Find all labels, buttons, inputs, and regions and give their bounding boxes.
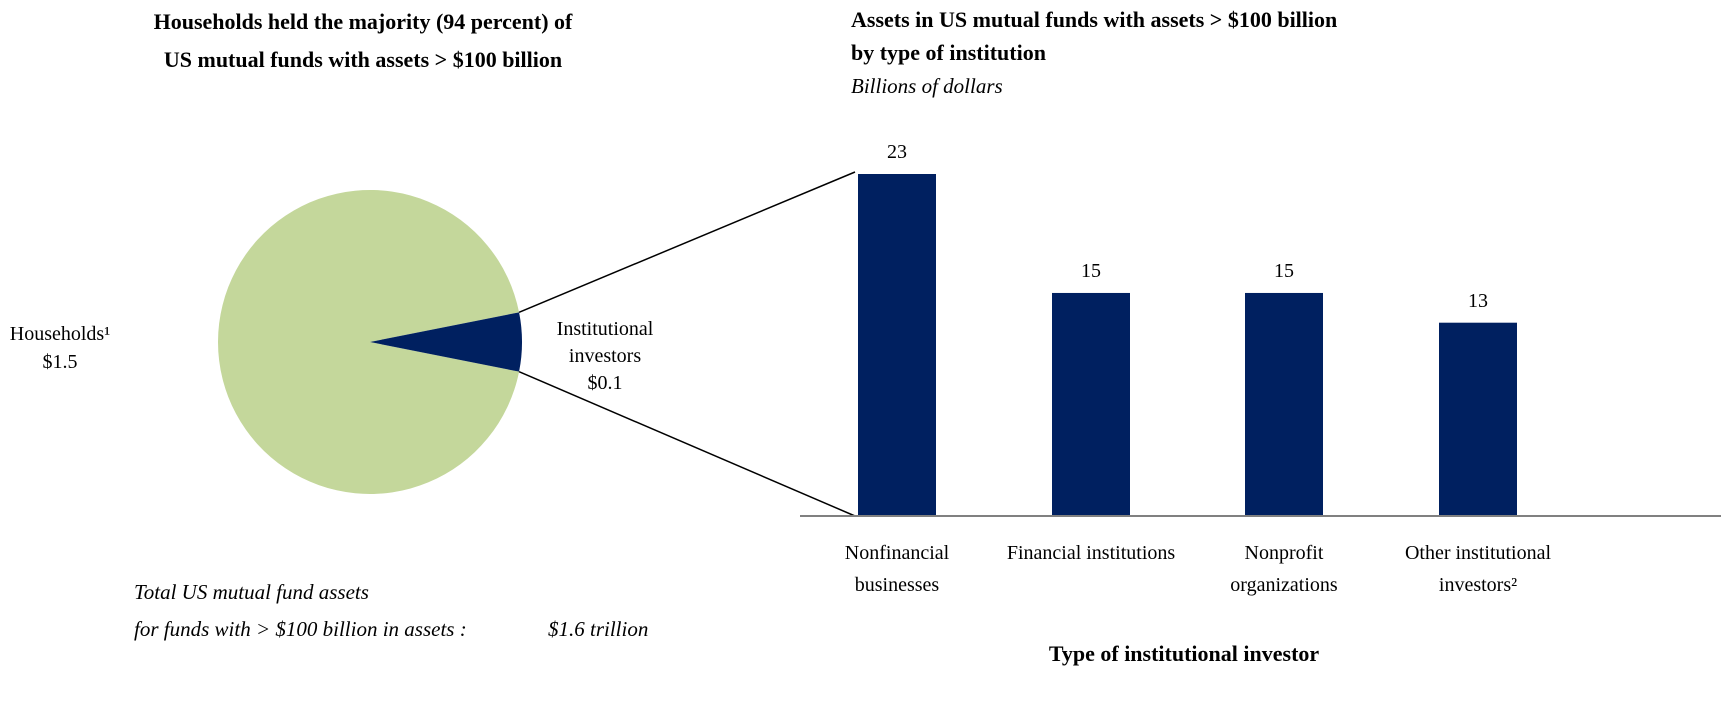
connector [518, 171, 856, 314]
x-tick-label: Nonprofit organizations [1230, 542, 1338, 596]
bar [1245, 292, 1323, 516]
note: Total US mutual fund assets [134, 580, 369, 604]
note: for funds with > $100 billion in assets … [134, 617, 467, 641]
value-label: 13 [1468, 289, 1488, 312]
slice-label: Households¹ [9, 323, 111, 345]
bar [1439, 322, 1517, 516]
pie-slice [370, 312, 522, 372]
slice-value-label: $0.1 [587, 372, 623, 394]
x-tick-label: Nonfinancial businesses [844, 542, 950, 596]
bar [1052, 292, 1130, 516]
chart-subtitle: Billions of dollars [851, 74, 1003, 98]
x-tick-label: Other institutional investors² [1404, 542, 1552, 596]
chart-title: Households held the majority (94 percent… [153, 9, 573, 34]
value-label: 15 [1081, 259, 1101, 282]
chart-title: US mutual funds with assets > $100 billi… [163, 47, 563, 72]
chart-title: by type of institution [851, 40, 1046, 65]
value-label: 15 [1274, 259, 1294, 282]
connector [518, 370, 856, 517]
note-value: $1.6 trillion [548, 617, 649, 641]
slice-value-label: $1.5 [42, 351, 78, 373]
pie-slice [217, 190, 520, 494]
value-label: 23 [887, 141, 907, 163]
chart-title: Assets in US mutual funds with assets > … [851, 7, 1338, 32]
x-tick-label: Financial institutions [1006, 542, 1176, 564]
x-axis-title: Type of institutional investor [1048, 641, 1320, 666]
bar [858, 174, 936, 516]
slice-label: Institutional investors [556, 318, 654, 367]
